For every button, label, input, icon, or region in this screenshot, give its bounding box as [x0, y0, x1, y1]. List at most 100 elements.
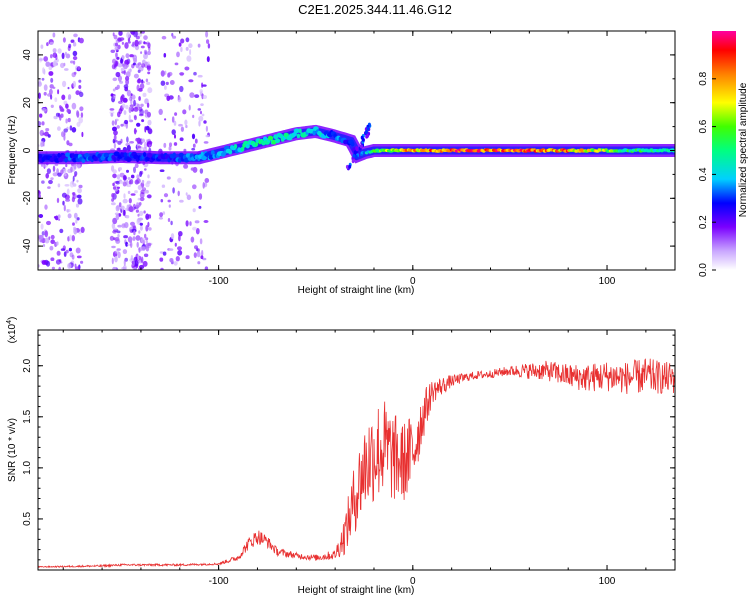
noise-blob: [61, 94, 66, 101]
noise-blob: [137, 103, 140, 109]
noise-blob: [186, 55, 192, 62]
noise-blob: [126, 136, 129, 143]
noise-blob: [65, 198, 71, 202]
noise-blob: [199, 168, 204, 174]
noise-blob: [122, 198, 128, 204]
noise-blob: [73, 60, 76, 65]
track-spur-blob: [359, 144, 363, 149]
noise-blob: [137, 62, 142, 66]
noise-blob: [73, 228, 78, 235]
noise-blob: [116, 56, 120, 60]
noise-blob: [121, 266, 127, 270]
noise-blob: [179, 72, 185, 76]
noise-blob: [138, 230, 141, 234]
noise-blob: [133, 127, 137, 135]
noise-blob: [67, 263, 72, 269]
noise-blob: [54, 163, 59, 167]
noise-blob: [197, 74, 203, 78]
colorbar-label: Normalized spectral amplitude: [738, 82, 749, 217]
noise-blob: [65, 103, 69, 109]
noise-blob: [50, 239, 55, 244]
noise-blob: [170, 233, 175, 240]
noise-blob: [79, 91, 84, 98]
noise-blob: [52, 172, 58, 177]
noise-blob: [45, 173, 49, 179]
track-blob: [267, 135, 274, 141]
noise-blob: [136, 202, 140, 206]
noise-blob: [143, 253, 149, 258]
noise-blob: [142, 260, 148, 267]
snr-series-line: [38, 358, 675, 569]
noise-blob: [163, 193, 169, 198]
noise-blob: [63, 128, 68, 133]
noise-blob: [147, 61, 151, 67]
noise-blob: [145, 225, 149, 232]
noise-blob: [170, 220, 173, 226]
noise-blob: [201, 113, 205, 117]
noise-blob: [192, 143, 196, 148]
x-tick-label: 0: [410, 576, 416, 587]
noise-blob: [138, 210, 144, 217]
track-blob: [312, 130, 316, 136]
noise-blob: [52, 32, 56, 38]
noise-blob: [146, 180, 151, 184]
noise-blob: [127, 41, 131, 44]
noise-blob: [59, 228, 64, 234]
noise-blob: [41, 260, 47, 265]
noise-blob: [124, 86, 129, 92]
noise-blob: [62, 200, 65, 206]
noise-blob: [42, 67, 45, 74]
noise-blob: [162, 211, 166, 215]
noise-blob: [38, 214, 44, 218]
noise-blob: [114, 237, 120, 242]
noise-blob: [112, 77, 118, 82]
noise-blob: [118, 108, 123, 115]
noise-blob: [178, 234, 181, 242]
noise-blob: [60, 113, 64, 118]
noise-blob: [194, 138, 198, 144]
noise-blob: [186, 194, 192, 201]
noise-blob: [143, 35, 148, 40]
track-blob: [123, 152, 128, 158]
noise-blob: [111, 245, 116, 249]
noise-blob: [145, 78, 149, 83]
noise-blob: [126, 169, 129, 173]
snr-x-ticks: -100 0 100: [62, 330, 647, 587]
noise-blob: [50, 94, 53, 100]
track-blob: [57, 153, 61, 158]
noise-blob: [113, 130, 118, 136]
colorbar-tick-label: 0.8: [698, 71, 709, 85]
noise-blob: [138, 247, 141, 253]
noise-blob: [140, 51, 143, 54]
track-blob: [233, 144, 238, 149]
noise-blob: [162, 251, 167, 256]
noise-blob: [111, 193, 115, 198]
noise-blob: [76, 255, 82, 259]
noise-blob: [128, 180, 132, 185]
noise-blob: [166, 176, 171, 180]
noise-blob: [168, 146, 172, 151]
noise-blob: [41, 121, 45, 126]
noise-blob: [119, 181, 124, 184]
noise-blob: [73, 174, 77, 178]
noise-blob: [133, 166, 136, 173]
noise-blob: [57, 89, 60, 95]
noise-blob: [112, 94, 117, 100]
noise-blob: [75, 90, 80, 96]
noise-blob: [171, 32, 174, 37]
noise-blob: [136, 78, 141, 84]
noise-blob: [135, 137, 140, 142]
noise-blob: [122, 209, 125, 216]
track-spur-blob: [348, 164, 352, 169]
noise-blob: [190, 236, 195, 243]
noise-blob: [40, 44, 44, 49]
colorbar: 0.0 0.2 0.4 0.6 0.8 Normalized spectral ampl…: [698, 31, 749, 277]
noise-blob: [138, 113, 144, 117]
noise-blob: [129, 141, 135, 144]
noise-blob: [69, 234, 72, 241]
noise-blob: [39, 113, 43, 118]
noise-blob: [120, 123, 124, 127]
noise-blob: [42, 132, 47, 136]
colorbar-tick-label: 0.4: [698, 167, 709, 181]
noise-blob: [172, 187, 175, 194]
